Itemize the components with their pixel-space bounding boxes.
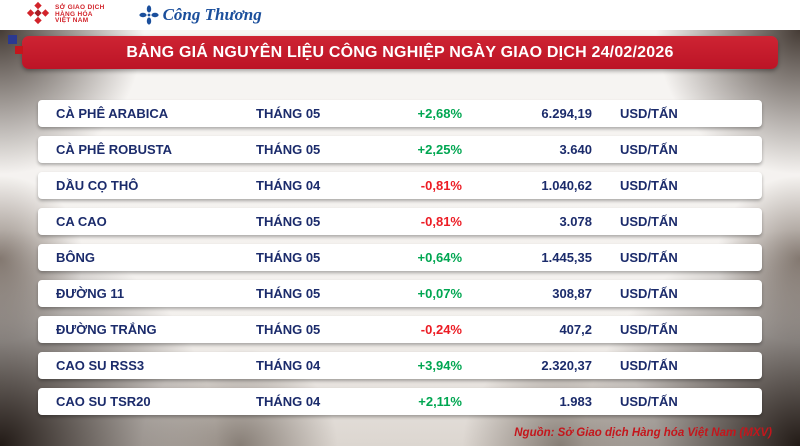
congthuong-logo-text: Công Thương xyxy=(162,5,262,24)
price-value: 1.445,35 xyxy=(541,250,592,265)
commodity-name: DẦU CỌ THÔ xyxy=(56,178,139,193)
contract-month: THÁNG 05 xyxy=(256,286,321,301)
source-note: Nguồn: Sở Giao dịch Hàng hóa Việt Nam (M… xyxy=(514,423,772,441)
decorative-blue-square xyxy=(8,35,17,44)
contract-month: THÁNG 05 xyxy=(256,322,321,337)
mxv-logo-text: SỞ GIAO DỊCH HÀNG HÓA VIỆT NAM xyxy=(55,3,105,25)
price-table: CÀ PHÊ ARABICA THÁNG 05 +2,68% 6.294,19 … xyxy=(38,100,762,424)
commodity-name: ĐƯỜNG 11 xyxy=(56,286,125,301)
mxv-logo: SỞ GIAO DỊCH HÀNG HÓA VIỆT NAM xyxy=(26,1,105,30)
change-percent: +2,11% xyxy=(418,394,462,409)
price-value: 6.294,19 xyxy=(541,106,592,121)
commodity-name: ĐƯỜNG TRẮNG xyxy=(56,322,157,337)
table-row: ĐƯỜNG 11 THÁNG 05 +0,07% 308,87 USD/TẤN xyxy=(38,280,762,307)
table-row: CA CAO THÁNG 05 -0,81% 3.078 USD/TẤN xyxy=(38,208,762,235)
table-row: CÀ PHÊ ARABICA THÁNG 05 +2,68% 6.294,19 … xyxy=(38,100,762,127)
price-unit: USD/TẤN xyxy=(620,106,678,121)
commodity-name: CA CAO xyxy=(56,214,107,229)
price-unit: USD/TẤN xyxy=(620,214,678,229)
congthuong-logo: Công Thương xyxy=(138,5,262,25)
commodity-name: BÔNG xyxy=(56,250,95,265)
table-row: BÔNG THÁNG 05 +0,64% 1.445,35 USD/TẤN xyxy=(38,244,762,271)
change-percent: +0,07% xyxy=(417,286,462,301)
price-unit: USD/TẤN xyxy=(620,394,678,409)
price-value: 407,2 xyxy=(559,322,592,337)
table-row: ĐƯỜNG TRẮNG THÁNG 05 -0,24% 407,2 USD/TẤ… xyxy=(38,316,762,343)
table-row: CAO SU TSR20 THÁNG 04 +2,11% 1.983 USD/T… xyxy=(38,388,762,415)
board-title-banner: BẢNG GIÁ NGUYÊN LIỆU CÔNG NGHIỆP NGÀY GI… xyxy=(22,36,778,69)
price-unit: USD/TẤN xyxy=(620,358,678,373)
price-unit: USD/TẤN xyxy=(620,250,678,265)
price-unit: USD/TẤN xyxy=(620,322,678,337)
decorative-red-square xyxy=(15,46,23,54)
change-percent: +2,68% xyxy=(417,106,462,121)
change-percent: -0,24% xyxy=(420,322,462,337)
contract-month: THÁNG 04 xyxy=(256,178,321,193)
contract-month: THÁNG 05 xyxy=(256,106,321,121)
commodity-name: CAO SU TSR20 xyxy=(56,394,151,409)
mxv-logo-line3: VIỆT NAM xyxy=(55,17,89,25)
table-row: CÀ PHÊ ROBUSTA THÁNG 05 +2,25% 3.640 USD… xyxy=(38,136,762,163)
table-row: CAO SU RSS3 THÁNG 04 +3,94% 2.320,37 USD… xyxy=(38,352,762,379)
board-title: BẢNG GIÁ NGUYÊN LIỆU CÔNG NGHIỆP NGÀY GI… xyxy=(126,43,674,61)
price-value: 2.320,37 xyxy=(541,358,592,373)
price-value: 1.040,62 xyxy=(541,178,592,193)
congthuong-flower-icon xyxy=(138,5,159,25)
change-percent: +3,94% xyxy=(417,358,462,373)
mxv-logo-line2: HÀNG HÓA xyxy=(55,10,93,18)
price-value: 308,87 xyxy=(552,286,592,301)
mxv-diamond-icon xyxy=(26,1,50,30)
change-percent: +0,64% xyxy=(417,250,462,265)
contract-month: THÁNG 04 xyxy=(256,358,321,373)
source-text: Nguồn: Sở Giao dịch Hàng hóa Việt Nam (M… xyxy=(514,427,772,439)
commodity-name: CÀ PHÊ ROBUSTA xyxy=(56,142,173,157)
price-unit: USD/TẤN xyxy=(620,286,678,301)
contract-month: THÁNG 05 xyxy=(256,214,321,229)
table-row: DẦU CỌ THÔ THÁNG 04 -0,81% 1.040,62 USD/… xyxy=(38,172,762,199)
contract-month: THÁNG 05 xyxy=(256,250,321,265)
change-percent: -0,81% xyxy=(420,178,462,193)
price-value: 3.640 xyxy=(559,142,592,157)
mxv-logo-line1: SỞ GIAO DỊCH xyxy=(55,3,105,11)
price-value: 3.078 xyxy=(559,214,592,229)
change-percent: +2,25% xyxy=(417,142,462,157)
change-percent: -0,81% xyxy=(420,214,462,229)
contract-month: THÁNG 05 xyxy=(256,142,321,157)
price-value: 1.983 xyxy=(559,394,592,409)
contract-month: THÁNG 04 xyxy=(256,394,321,409)
logo-bar: SỞ GIAO DỊCH HÀNG HÓA VIỆT NAM xyxy=(0,0,800,30)
price-unit: USD/TẤN xyxy=(620,142,678,157)
commodity-name: CAO SU RSS3 xyxy=(56,358,145,373)
commodity-name: CÀ PHÊ ARABICA xyxy=(56,106,169,121)
price-unit: USD/TẤN xyxy=(620,178,678,193)
